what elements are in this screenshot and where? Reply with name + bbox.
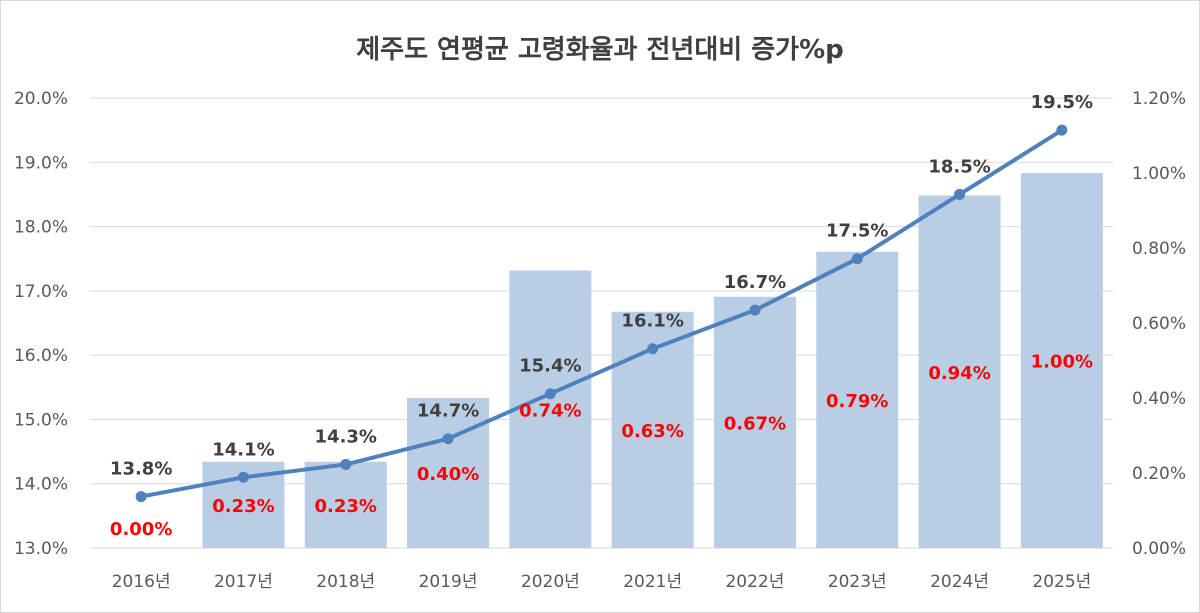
bar-data-label: 1.00% [1031, 352, 1093, 373]
line-data-label: 17.5% [826, 221, 888, 242]
bar [509, 270, 592, 548]
line-data-label: 15.4% [519, 356, 581, 377]
right-tick-label: 1.00% [1132, 164, 1186, 184]
right-tick-label: 0.40% [1132, 389, 1186, 409]
bar-data-label: 0.94% [928, 363, 990, 384]
category-label: 2025년 [1032, 572, 1091, 592]
left-tick-label: 13.0% [14, 539, 68, 559]
right-tick-label: 1.20% [1132, 89, 1186, 109]
category-label: 2022년 [725, 572, 784, 592]
left-tick-label: 17.0% [14, 282, 68, 302]
bar-data-label: 0.67% [724, 413, 786, 434]
line-data-labels: 13.8% 14.1% 14.3% 14.7% 15.4% 16.1% 16.7% 17.5%… [110, 92, 1093, 479]
left-tick-label: 18.0% [14, 218, 68, 238]
bar-data-label: 0.40% [417, 464, 479, 485]
left-axis: 13.0% 14.0% 15.0% 16.0% 17.0% 18.0% 19.0% 20.0% [14, 89, 68, 559]
chart-title: 제주도 연평균 고령화율과 전년대비 증가%p [356, 35, 844, 65]
line-data-label: 14.1% [212, 439, 274, 460]
left-tick-label: 16.0% [14, 346, 68, 366]
line-data-label: 14.3% [315, 426, 377, 447]
bar-series [202, 173, 1103, 548]
line-data-label: 19.5% [1031, 92, 1093, 113]
category-label: 2019년 [419, 572, 478, 592]
category-label: 2020년 [521, 572, 580, 592]
bar [816, 251, 899, 548]
left-tick-label: 19.0% [14, 153, 68, 173]
line-point [647, 343, 659, 355]
right-tick-label: 0.00% [1132, 539, 1186, 559]
category-label: 2024년 [930, 572, 989, 592]
line-data-label: 14.7% [417, 401, 479, 422]
category-label: 2023년 [828, 572, 887, 592]
category-label: 2018년 [316, 572, 375, 592]
right-tick-label: 0.80% [1132, 239, 1186, 259]
line-point [442, 433, 454, 445]
bar-data-label: 0.74% [519, 400, 581, 421]
line-point [237, 471, 249, 483]
category-label: 2017년 [214, 572, 273, 592]
bar [407, 398, 490, 548]
line-series [135, 124, 1068, 503]
bar-data-label: 0.23% [212, 496, 274, 517]
right-axis: 0.00% 0.20% 0.40% 0.60% 0.80% 1.00% 1.20% [1132, 89, 1186, 559]
line-data-label: 16.1% [621, 311, 683, 332]
bar-data-label: 0.63% [621, 421, 683, 442]
bar-data-label: 0.00% [110, 519, 172, 540]
line-data-label: 16.7% [724, 272, 786, 293]
category-label: 2016년 [112, 572, 171, 592]
bar [1020, 173, 1103, 548]
category-axis: 2016년 2017년 2018년 2019년 2020년 2021년 2022년 2023년… [112, 572, 1092, 592]
bar-data-labels: 0.00% 0.23% 0.23% 0.40% 0.74% 0.63% 0.67% 0.79%… [110, 352, 1093, 541]
line-point [1056, 124, 1068, 136]
line-point [851, 253, 863, 265]
category-label: 2021년 [623, 572, 682, 592]
line-point [135, 491, 147, 503]
bar [918, 195, 1001, 548]
bar-data-label: 0.23% [315, 496, 377, 517]
left-tick-label: 20.0% [14, 89, 68, 109]
line-point [954, 188, 966, 200]
bar-data-label: 0.79% [826, 391, 888, 412]
left-tick-label: 14.0% [14, 475, 68, 495]
right-tick-label: 0.20% [1132, 464, 1186, 484]
bar [304, 461, 387, 548]
right-tick-label: 0.60% [1132, 314, 1186, 334]
line-data-label: 18.5% [928, 156, 990, 177]
left-tick-label: 15.0% [14, 410, 68, 430]
line-point [544, 388, 556, 400]
line-point [749, 304, 761, 316]
line-path [139, 128, 1064, 499]
line-data-label: 13.8% [110, 459, 172, 480]
line-point [340, 458, 352, 470]
bar [713, 296, 796, 548]
